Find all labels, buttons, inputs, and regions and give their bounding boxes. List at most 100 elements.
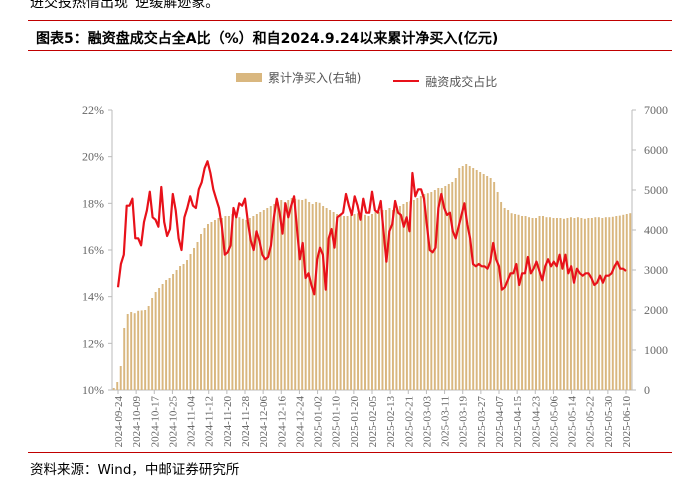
bar-cumulative-net-buy	[524, 216, 527, 390]
bar-cumulative-net-buy	[161, 284, 164, 390]
x-tick-label: 2024-12-16	[276, 396, 288, 448]
right-tick-label: 5000	[644, 183, 668, 197]
bar-cumulative-net-buy	[179, 266, 182, 390]
bar-cumulative-net-buy	[336, 214, 339, 390]
left-tick-label: 10%	[82, 383, 104, 397]
bar-cumulative-net-buy	[172, 274, 175, 390]
title-top-rule	[28, 20, 672, 21]
x-tick-label: 2024-12-06	[258, 396, 270, 448]
x-tick-label: 2025-03-11	[440, 396, 452, 447]
bar-cumulative-net-buy	[538, 216, 541, 390]
bar-cumulative-net-buy	[126, 314, 129, 390]
x-tick-label: 2025-03-03	[421, 396, 433, 448]
bar-cumulative-net-buy	[116, 382, 119, 390]
x-tick-label: 2025-02-21	[403, 396, 415, 447]
bar-cumulative-net-buy	[301, 200, 304, 390]
right-tick-label: 7000	[644, 103, 668, 117]
x-tick-label: 2024-11-12	[204, 396, 216, 447]
left-tick-label: 16%	[82, 243, 104, 257]
bar-cumulative-net-buy	[269, 206, 272, 390]
bar-cumulative-net-buy	[357, 213, 360, 390]
right-tick-label: 4000	[644, 223, 668, 237]
right-tick-label: 0	[644, 383, 650, 397]
bar-cumulative-net-buy	[297, 199, 300, 390]
bar-cumulative-net-buy	[622, 214, 625, 390]
x-tick-label: 2025-02-13	[385, 396, 397, 448]
bar-cumulative-net-buy	[412, 200, 415, 390]
x-tick-label: 2025-04-23	[530, 396, 542, 448]
bar-cumulative-net-buy	[426, 193, 429, 390]
bar-cumulative-net-buy	[535, 218, 537, 390]
x-tick-label: 2025-05-30	[603, 396, 615, 448]
bar-cumulative-net-buy	[165, 280, 168, 390]
legend-label-line: 融资成交占比	[425, 74, 498, 89]
source-note: 资料来源：Wind，中邮证券研究所	[30, 462, 240, 478]
bar-cumulative-net-buy	[381, 210, 384, 390]
bar-cumulative-net-buy	[200, 234, 202, 390]
bar-cumulative-net-buy	[604, 217, 607, 390]
left-tick-label: 22%	[82, 103, 104, 117]
bar-cumulative-net-buy	[587, 218, 590, 390]
bar-cumulative-net-buy	[472, 168, 475, 390]
x-tick-label: 2025-05-22	[585, 396, 597, 447]
bar-cumulative-net-buy	[590, 218, 593, 390]
bar-cumulative-net-buy	[189, 254, 192, 390]
x-tick-label: 2024-11-28	[240, 396, 252, 447]
x-tick-label: 2024-10-09	[131, 396, 143, 448]
bar-cumulative-net-buy	[545, 217, 548, 390]
bar-cumulative-net-buy	[475, 170, 478, 390]
bar-cumulative-net-buy	[461, 166, 464, 390]
bar-cumulative-net-buy	[252, 216, 255, 390]
bar-cumulative-net-buy	[398, 206, 401, 390]
bar-cumulative-net-buy	[175, 270, 178, 390]
x-tick-label: 2024-12-24	[294, 396, 306, 448]
bar-cumulative-net-buy	[318, 202, 321, 390]
bar-cumulative-net-buy	[496, 192, 499, 390]
right-tick-label: 1000	[644, 343, 668, 357]
x-tick-label: 2025-04-07	[494, 396, 506, 448]
bar-cumulative-net-buy	[611, 216, 614, 390]
left-tick-label: 14%	[82, 290, 104, 304]
bar-cumulative-net-buy	[346, 216, 349, 390]
right-tick-label: 2000	[644, 303, 668, 317]
bar-cumulative-net-buy	[273, 204, 276, 390]
x-tick-label: 2025-05-06	[548, 396, 560, 448]
bar-cumulative-net-buy	[440, 188, 443, 390]
bar-cumulative-net-buy	[245, 220, 248, 390]
chart-legend: 累计净买入(右轴) 融资成交占比	[236, 69, 525, 90]
bar-cumulative-net-buy	[503, 208, 506, 390]
x-tick-label: 2024-11-20	[222, 396, 234, 447]
bar-cumulative-net-buy	[391, 210, 394, 390]
bar-cumulative-net-buy	[384, 210, 387, 390]
bar-cumulative-net-buy	[308, 202, 311, 390]
bar-cumulative-net-buy	[227, 216, 230, 390]
legend-label-bars: 累计净买入(右轴)	[268, 71, 362, 85]
bar-cumulative-net-buy	[210, 222, 213, 390]
bar-cumulative-net-buy	[207, 224, 209, 390]
x-tick-label: 2024-09-24	[113, 396, 125, 448]
bar-cumulative-net-buy	[402, 204, 405, 390]
bar-cumulative-net-buy	[262, 210, 265, 390]
bar-cumulative-net-buy	[154, 292, 157, 390]
bar-cumulative-net-buy	[325, 208, 328, 390]
bar-cumulative-net-buy	[549, 217, 551, 390]
bar-cumulative-net-buy	[217, 218, 220, 390]
bar-cumulative-net-buy	[573, 218, 576, 390]
bar-cumulative-net-buy	[601, 218, 604, 390]
bar-cumulative-net-buy	[329, 210, 332, 390]
bar-cumulative-net-buy	[510, 213, 513, 390]
bar-cumulative-net-buy	[517, 214, 520, 390]
bar-cumulative-net-buy	[629, 213, 632, 390]
bar-cumulative-net-buy	[500, 202, 503, 390]
x-tick-label: 2025-01-10	[331, 396, 343, 448]
bar-cumulative-net-buy	[371, 214, 373, 390]
bar-cumulative-net-buy	[388, 208, 391, 390]
bar-cumulative-net-buy	[224, 216, 227, 390]
bar-cumulative-net-buy	[311, 204, 314, 390]
bar-cumulative-net-buy	[140, 310, 143, 390]
left-tick-label: 20%	[82, 150, 104, 164]
bar-cumulative-net-buy	[378, 212, 380, 390]
bar-cumulative-net-buy	[133, 313, 136, 390]
bar-cumulative-net-buy	[465, 164, 468, 390]
